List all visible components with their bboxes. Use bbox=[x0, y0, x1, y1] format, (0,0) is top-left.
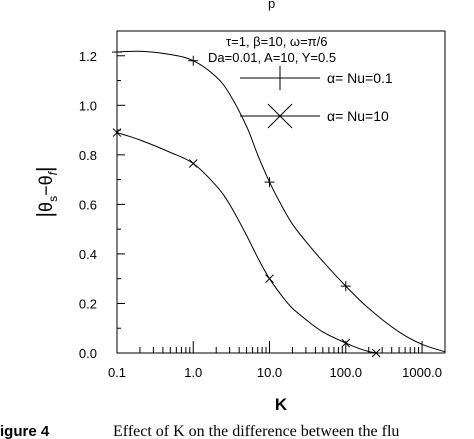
legend-label-1: α= Nu=0.1 bbox=[327, 70, 393, 86]
title-fragment: p bbox=[268, 0, 275, 11]
ylabel-bar-right: | bbox=[32, 166, 57, 172]
series-1-marker bbox=[112, 47, 122, 58]
caption-label: igure 4 bbox=[0, 423, 50, 439]
legend-entry-1: α= Nu=0.1 bbox=[240, 66, 393, 90]
x-tick-label: 1000.0 bbox=[402, 365, 442, 380]
marker-cross-b bbox=[371, 348, 381, 358]
plot-frame bbox=[116, 30, 446, 354]
series-line-1 bbox=[116, 50, 446, 353]
series-2-marker bbox=[112, 128, 122, 137]
x-tick-label: 1.0 bbox=[184, 365, 202, 380]
svg-text:|θs−θf|: |θs−θf| bbox=[32, 166, 60, 217]
marker-cross-b bbox=[112, 128, 122, 137]
ylabel-sub-f: f bbox=[46, 170, 60, 175]
y-tick-label: 0.2 bbox=[79, 296, 97, 311]
y-axis: 0.0 0.2 0.4 0.6 0.8 1.0 1.2 bbox=[79, 49, 125, 361]
series-2-marker bbox=[188, 159, 198, 168]
y-tick-label: 0.4 bbox=[79, 247, 97, 262]
ylabel-bar-left: | bbox=[32, 212, 57, 218]
x-axis: 0.1 1.0 10.0 100.0 1000.0 bbox=[108, 341, 446, 380]
y-tick-label: 0.6 bbox=[79, 197, 97, 212]
legend: α= Nu=0.1 α= Nu=10 bbox=[240, 66, 393, 129]
y-tick-label: 1.2 bbox=[79, 49, 97, 64]
caption-text: Effect of K on the difference between th… bbox=[113, 423, 399, 439]
legend-marker-cross-b bbox=[267, 103, 293, 129]
param-line-1: τ=1, β=10, ω=π/6 bbox=[226, 34, 328, 49]
x-tick-label: 100.0 bbox=[330, 365, 363, 380]
series-2-marker bbox=[265, 274, 274, 284]
x-axis-title: K bbox=[275, 395, 288, 414]
marker-cross-b bbox=[188, 159, 198, 168]
y-tick-label: 1.0 bbox=[79, 98, 97, 113]
series-1-marker bbox=[264, 177, 275, 188]
series-1-marker bbox=[188, 55, 199, 66]
param-line-2: Da=0.01, A=10, Y=0.5 bbox=[208, 50, 336, 65]
series-layer bbox=[112, 47, 446, 358]
legend-label-2: α= Nu=10 bbox=[327, 108, 389, 124]
marker-cross-b bbox=[341, 338, 351, 348]
ylabel-minus: − bbox=[36, 185, 56, 196]
marker-cross-b bbox=[265, 274, 274, 284]
ylabel-sub-s: s bbox=[46, 196, 60, 202]
x-tick-label: 10.0 bbox=[257, 365, 282, 380]
legend-entry-2: α= Nu=10 bbox=[240, 103, 389, 129]
series-2-marker bbox=[341, 338, 351, 348]
ylabel-theta-s: θ bbox=[36, 202, 56, 212]
series-line-2 bbox=[116, 132, 377, 354]
y-tick-label: 0.8 bbox=[79, 148, 97, 163]
series-1-marker bbox=[340, 281, 351, 292]
series-2-marker bbox=[371, 348, 381, 358]
y-axis-title: |θs−θf| bbox=[32, 166, 60, 217]
x-tick-label: 0.1 bbox=[108, 365, 126, 380]
y-tick-label: 0.0 bbox=[79, 346, 97, 361]
ylabel-theta-f: θ bbox=[36, 175, 56, 185]
